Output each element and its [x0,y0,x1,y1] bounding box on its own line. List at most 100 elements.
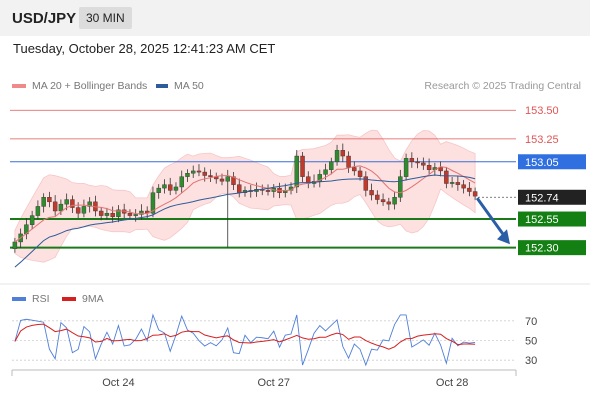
rsi-level-label: 50 [525,336,537,348]
legend-ma20-label: MA 20 + Bollinger Bands [32,80,148,92]
candle-body [81,206,87,214]
candle-body [438,167,443,172]
candle-body [357,170,363,177]
candle-body [47,197,52,203]
ma50-line [14,174,476,268]
candle [133,209,138,222]
price-label-153.50: 153.50 [525,105,559,117]
candle-body [375,194,380,200]
candle [352,161,357,176]
candle [52,195,58,216]
candle-body [334,150,340,162]
candle [185,169,190,183]
candle [363,171,369,197]
rsi-swatch [12,297,26,301]
candle [162,179,167,194]
candle-body [179,176,184,188]
candle [369,183,374,201]
candle-body [300,155,305,177]
candle-body [415,161,420,164]
candle-body [87,201,92,207]
candle [472,187,478,201]
candle-body [225,176,230,182]
candle [35,200,41,220]
candle-body [455,182,461,185]
candle-body [352,167,357,172]
candle-body [444,170,449,184]
candle [29,210,35,230]
candle [386,197,392,211]
candle [208,169,213,183]
pair-title: USD/JPY [12,10,77,27]
candle [403,153,409,181]
candle-body [426,165,432,170]
time-label-oct-24: Oct 24 [102,377,134,389]
candle-body [41,197,46,207]
ma20-swatch [12,84,26,88]
candle-body [191,170,196,174]
candle-body [52,201,58,212]
timestamp: Tuesday, October 28, 2025 12:41:23 AM CE… [13,41,276,56]
legend-9ma: 9MA [62,293,104,305]
price-tag-last [518,189,586,205]
ma20-line [14,165,476,243]
candle-body [196,170,202,173]
price-tag-pivot [518,154,586,170]
candle [461,179,466,194]
price-panel: 153.50 153.25 153.05 152.74 152.55 152.30 [0,105,590,285]
candle-body [329,161,334,170]
header-bar: USD/JPY 30 MIN [0,0,590,36]
candle [150,186,156,218]
candle [421,157,426,170]
candle-body [110,213,115,217]
candle-body [340,150,346,157]
price-label-153.25: 153.25 [525,134,559,146]
candle-body [346,155,351,168]
legend-ma20: MA 20 + Bollinger Bands [12,80,147,92]
legend-9ma-label: 9MA [82,293,104,305]
price-label-152.55: 152.55 [525,214,559,226]
candle [340,143,346,163]
candle-body [461,184,466,189]
time-label-oct-28: Oct 28 [436,377,468,389]
candle-body [58,203,64,212]
rsi-panel: 70 50 30 [12,313,537,367]
price-label-152.74: 152.74 [525,192,559,204]
candle [87,197,92,213]
candle [467,182,472,197]
candle [116,205,121,223]
candle [444,166,449,189]
candle [415,157,420,169]
candle [329,157,334,175]
candle [225,169,230,248]
rsi-line [14,313,476,367]
ma50-swatch [156,84,168,88]
candle [398,169,403,202]
timeframe-badge[interactable]: 30 MIN [79,7,132,29]
candle [334,144,340,166]
candle [81,199,87,218]
candle [167,177,173,196]
forecast-arrow [475,197,508,240]
candle [191,165,196,178]
candle-body [167,184,173,191]
candle [455,175,461,191]
rsi-level-label: 70 [525,316,537,328]
candle [173,182,179,195]
research-credit: Research © 2025 Trading Central [424,80,581,92]
candle [179,170,184,194]
candle-body [12,241,18,249]
candle [104,207,110,220]
candle [449,176,455,188]
candle-body [421,162,426,166]
candle-body [294,155,299,188]
ma9-swatch [62,297,76,301]
candle-body [116,209,121,217]
candle [426,158,432,174]
candle-body [237,184,242,193]
forecast-arrow-head [497,229,510,245]
candle [47,191,52,208]
candle-body [467,187,472,192]
candle-body [323,169,328,175]
